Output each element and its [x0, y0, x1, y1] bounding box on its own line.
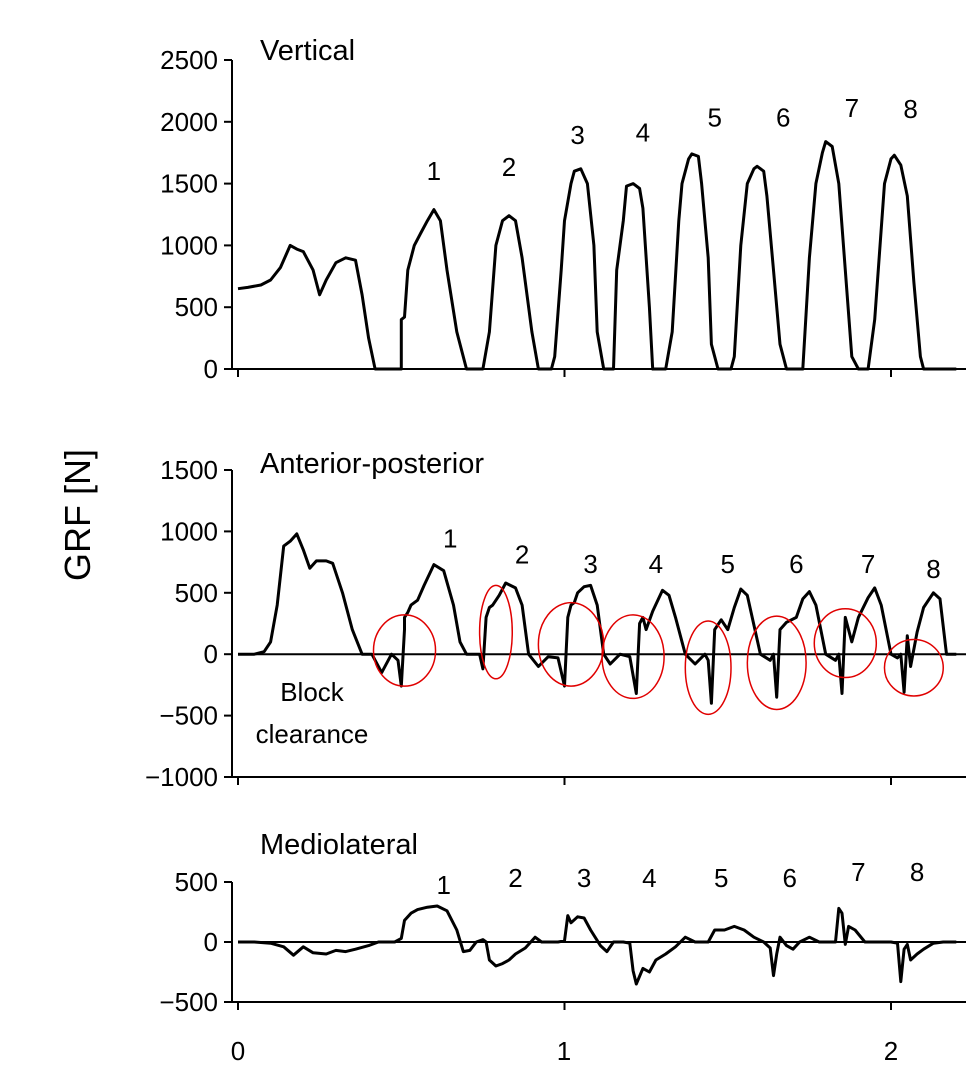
y-tick-label-vertical: 0	[204, 354, 218, 384]
panel-title-vertical: Vertical	[260, 35, 355, 67]
y-tick-label-vertical: 500	[175, 292, 218, 322]
y-tick-label-anterior-posterior: −500	[159, 701, 218, 731]
step-label-2: 2	[515, 539, 529, 569]
y-tick-label-anterior-posterior: 1500	[160, 455, 218, 485]
y-tick-label-anterior-posterior: −1000	[145, 762, 218, 792]
y-tick-label-anterior-posterior: 1000	[160, 516, 218, 546]
y-tick-label-vertical: 1500	[160, 169, 218, 199]
y-tick-label-anterior-posterior: 500	[175, 578, 218, 608]
step-label-4: 4	[649, 549, 663, 579]
x-tick-label-1: 1	[557, 1036, 571, 1066]
y-tick-label-mediolateral: 0	[204, 927, 218, 957]
panel-vertical: Vertical 0 500 1000 1500 2000 2500 1 2 3 4 5 6 7 8	[160, 35, 966, 384]
y-tick-label-mediolateral: −500	[159, 987, 218, 1017]
grf-series-line-mediolateral	[238, 904, 957, 986]
y-tick-label-anterior-posterior: 0	[204, 639, 218, 669]
step-label-8: 8	[903, 94, 917, 124]
panel-title-anterior-posterior: Anterior-posterior	[260, 448, 484, 480]
y-tick-label-vertical: 1000	[160, 230, 218, 260]
highlight-ellipse-8	[883, 638, 944, 697]
step-label-4: 4	[642, 863, 656, 893]
step-label-3: 3	[577, 863, 591, 893]
step-label-1: 1	[427, 156, 441, 186]
step-label-8: 8	[926, 554, 940, 584]
step-label-5: 5	[707, 103, 721, 133]
grf-series-line-vertical	[237, 140, 957, 371]
y-tick-label-mediolateral: 500	[175, 867, 218, 897]
y-axis-label: GRF [N]	[57, 449, 98, 581]
highlight-ellipse-3	[537, 601, 605, 687]
step-label-7: 7	[861, 549, 875, 579]
highlight-ellipse-2	[478, 584, 514, 680]
step-label-1: 1	[443, 523, 457, 553]
step-label-5: 5	[714, 863, 728, 893]
step-label-5: 5	[721, 549, 735, 579]
step-label-7: 7	[845, 93, 859, 123]
highlight-ellipse-6	[746, 615, 807, 711]
highlight-ellipse-1	[372, 614, 437, 687]
step-label-6: 6	[776, 103, 790, 133]
grf-series-line-anterior-posterior	[238, 532, 957, 705]
y-tick-label-vertical: 2500	[160, 45, 218, 75]
step-label-3: 3	[583, 549, 597, 579]
highlight-ellipse-4	[601, 614, 665, 700]
step-label-6: 6	[783, 863, 797, 893]
x-tick-label-0: 0	[231, 1036, 245, 1066]
step-label-1: 1	[436, 870, 450, 900]
step-label-2: 2	[502, 152, 516, 182]
block-clearance-label-line2: clearance	[256, 719, 369, 749]
step-label-8: 8	[910, 857, 924, 887]
x-tick-label-2: 2	[884, 1036, 898, 1066]
highlight-ellipse-5	[684, 620, 732, 716]
step-label-3: 3	[570, 120, 584, 150]
step-label-4: 4	[636, 118, 650, 148]
step-label-6: 6	[789, 549, 803, 579]
panel-anterior-posterior: Anterior-posterior Block clearance −1000…	[145, 448, 966, 792]
block-clearance-label-line1: Block	[280, 677, 345, 707]
step-label-2: 2	[508, 863, 522, 893]
highlight-ellipse-7	[813, 608, 878, 679]
step-label-7: 7	[851, 857, 865, 887]
x-axis-ticks: 0 1 2	[231, 1036, 898, 1066]
panel-title-mediolateral: Mediolateral	[260, 829, 418, 861]
panel-mediolateral: Mediolateral −500 0 500 1 2 3 4 5 6 7 8	[159, 829, 966, 1017]
y-tick-label-vertical: 2000	[160, 107, 218, 137]
